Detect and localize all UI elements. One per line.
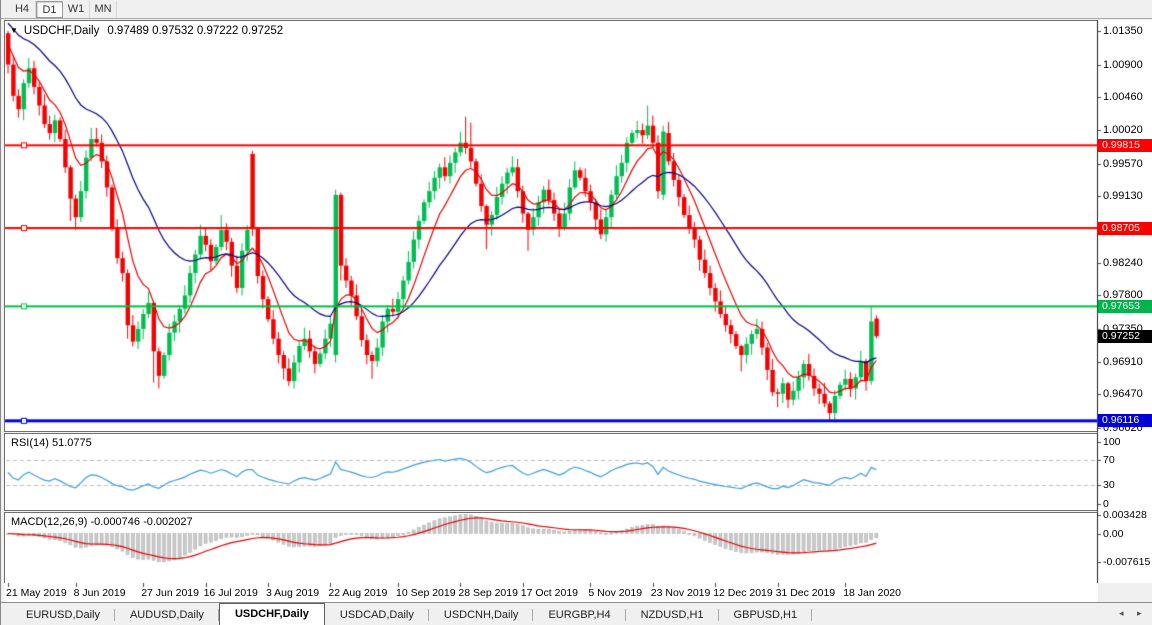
price-badge: 0.97252	[1098, 329, 1152, 343]
date-label: 12 Dec 2019	[713, 587, 773, 599]
rsi-indicator-label: RSI(14) 51.0775	[11, 437, 92, 449]
price-tick-label: 0.96910	[1103, 355, 1143, 368]
date-label: 16 Jul 2019	[203, 587, 258, 599]
price-badge: 0.96116	[1098, 414, 1152, 428]
price-badge: 0.99815	[1098, 138, 1152, 152]
price-tick-label: 1.00020	[1103, 124, 1143, 137]
price-tick-label: 0.97800	[1103, 289, 1143, 302]
price-tick-label: 1.01350	[1103, 25, 1143, 37]
chart-title: ▼ USDCHF,Daily 0.97489 0.97532 0.97222 0.9…	[10, 25, 283, 37]
tab-usdchf[interactable]: USDCHF,Daily	[218, 603, 325, 625]
price-tick-label: 0.96470	[1103, 388, 1143, 401]
price-tick-label: 0.99130	[1103, 190, 1143, 203]
date-label: 10 Sep 2019	[396, 587, 456, 599]
price-tick-label: 1.00900	[1103, 58, 1143, 71]
date-label: 8 Jun 2019	[73, 587, 126, 599]
macd-tick-label: 0.003428	[1103, 508, 1147, 521]
date-label: 27 Jun 2019	[141, 587, 199, 599]
date-label: 28 Sep 2019	[458, 587, 518, 599]
rsi-tick-label: 0	[1103, 497, 1109, 510]
tab-eurgbp[interactable]: EURGBP,H4	[533, 605, 626, 625]
macd-tick-label: 0.00	[1103, 527, 1124, 540]
tab-gbpusd[interactable]: GBPUSD,H1	[719, 605, 813, 625]
rsi-tick-label: 100	[1103, 435, 1121, 448]
tab-usdcad[interactable]: USDCAD,Daily	[325, 605, 429, 625]
date-label: 21 May 2019	[6, 587, 67, 599]
price-tick-label: 1.00460	[1103, 91, 1143, 104]
rsi-tick-label: 30	[1103, 478, 1115, 491]
symbol-tabbar: EURUSD,Daily AUDUSD,Daily USDCHF,Daily USDC…	[1, 602, 1152, 625]
tab-nzdusd[interactable]: NZDUSD,H1	[626, 605, 719, 625]
price-badge: 0.98705	[1098, 221, 1152, 235]
tabs-scroll-right-icon[interactable]: ▸	[1137, 608, 1142, 618]
tab-eurusd[interactable]: EURUSD,Daily	[11, 605, 115, 625]
price-tick-label: 0.98240	[1103, 256, 1143, 269]
rsi-tick-label: 70	[1103, 454, 1115, 467]
price-tick-label: 0.99570	[1103, 157, 1143, 170]
chart-symbol-label: USDCHF,Daily	[23, 25, 100, 37]
date-label: 18 Jan 2020	[843, 587, 901, 599]
macd-tick-label: -0.007615	[1103, 555, 1151, 568]
date-label: 3 Aug 2019	[266, 587, 320, 599]
date-label: 5 Nov 2019	[588, 587, 643, 599]
macd-indicator-label: MACD(12,26,9) -0.000746 -0.002027	[11, 516, 193, 528]
chart-ohlc-values: 0.97489 0.97532 0.97222 0.97252	[107, 25, 284, 37]
tab-usdcnh[interactable]: USDCNH,Daily	[429, 605, 534, 625]
tabs-scroll-left-icon[interactable]: ◂	[1119, 608, 1124, 618]
chart-marker-icon: ▼	[10, 26, 18, 35]
date-label: 23 Nov 2019	[650, 587, 711, 599]
price-badge: 0.97653	[1098, 299, 1152, 313]
date-label: 22 Aug 2019	[328, 587, 388, 599]
tab-audusd[interactable]: AUDUSD,Daily	[115, 605, 219, 625]
date-label: 17 Oct 2019	[520, 587, 579, 599]
date-label: 31 Dec 2019	[775, 587, 836, 599]
